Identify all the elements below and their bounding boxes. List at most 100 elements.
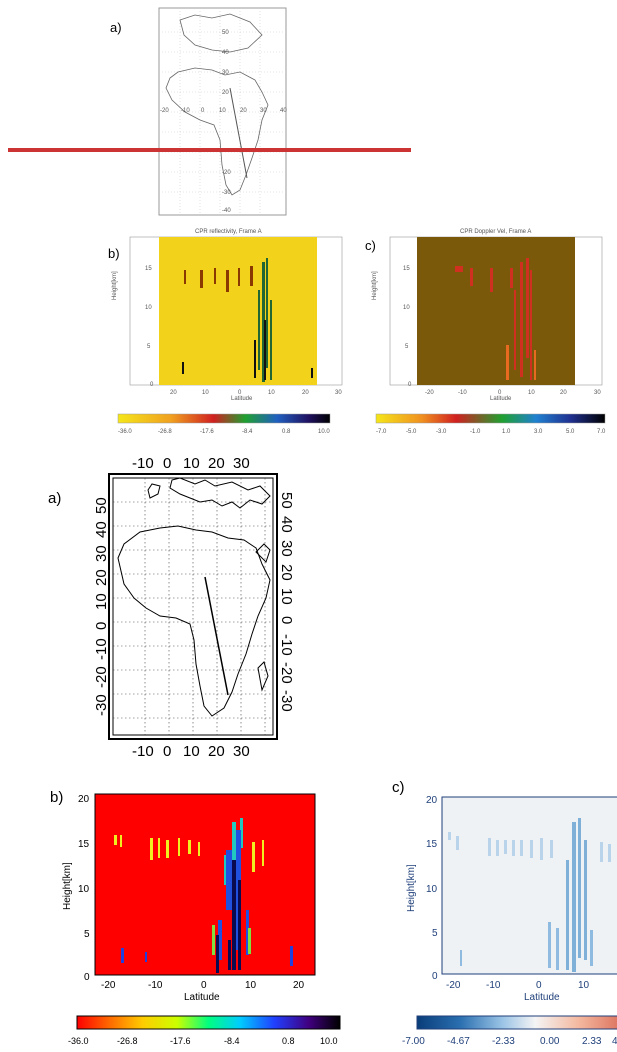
new-b-xtick: 20: [293, 980, 305, 991]
new-cb-b-tick: 10.0: [320, 1036, 338, 1046]
old-cb-c-tick: -5.0: [406, 429, 417, 435]
new-c-xtick: 0: [536, 980, 542, 991]
old-figure: a) -20 -10 0 10 20 30 40 50: [0, 0, 617, 440]
old-b-xtick: 10: [268, 390, 275, 396]
old-cb-b-tick: -26.8: [158, 429, 172, 435]
new-map-bottom-tick: -10: [132, 743, 154, 760]
old-map: -20 -10 0 10 20 30 40 50 40 30 20 -20 -3…: [158, 7, 287, 216]
old-b-ytick: 15: [145, 266, 152, 272]
old-b-xtick: 30: [335, 390, 342, 396]
old-c-xtick: 30: [594, 390, 601, 396]
old-cb-c-tick: -7.0: [376, 429, 387, 435]
new-coast-madagascar: [257, 661, 269, 692]
new-map-left-tick: 10: [93, 593, 110, 610]
new-map-bottom-tick: 10: [183, 743, 200, 760]
new-coast-europe: [169, 477, 271, 509]
new-cb-c-tick: -4.67: [447, 1036, 470, 1047]
old-lat-tick: -30: [222, 190, 231, 196]
old-cb-b-tick: -8.4: [242, 429, 253, 435]
old-lat-tick: 20: [222, 90, 229, 96]
new-map-right-ticks: 50 40 30 20 10 0 -10 -20 -30: [278, 492, 295, 712]
new-map-top-tick: 10: [183, 455, 200, 472]
old-lon-tick: -20: [160, 108, 169, 114]
old-c-field: [417, 237, 575, 385]
old-b-ytick: 10: [145, 305, 152, 311]
old-cb-c-tick: -3.0: [436, 429, 447, 435]
new-b-ytick: 20: [78, 794, 90, 805]
new-plot-c-figure: c) 0 5 10 15 20 Height[km]: [360, 760, 617, 1052]
new-c-xlabel: Latitude: [524, 992, 560, 1003]
new-cb-b-tick: -8.4: [224, 1036, 240, 1046]
old-lat-tick: -20: [222, 170, 231, 176]
new-cb-b-tick: -36.0: [68, 1036, 89, 1046]
old-lon-tick: 30: [260, 108, 267, 114]
new-plot-b-svg: b): [50, 789, 341, 1046]
new-coast-arabia: [255, 543, 271, 563]
new-map-grid: [113, 478, 273, 735]
new-c-xtick: 10: [578, 980, 590, 991]
new-c-ytick: 20: [426, 795, 438, 806]
new-c-xtick: -10: [486, 980, 501, 991]
old-c-xtick: 20: [560, 390, 567, 396]
old-c-ytick: 10: [403, 305, 410, 311]
new-cb-c-tick: 0.00: [540, 1036, 560, 1047]
new-map-right-tick: 50: [278, 492, 295, 509]
new-b-ylabel: Height[km]: [62, 862, 73, 910]
old-cb-b-tick: -17.6: [200, 429, 214, 435]
new-map-left-ticks: 50 40 30 20 10 0 -10 -20 -30: [93, 497, 110, 716]
old-plot-b: Height[km] Latitude 20 10 0 10 20 30 0 5…: [112, 236, 342, 402]
old-b-field: [159, 237, 317, 385]
new-c-ytick: 5: [432, 928, 438, 939]
new-b-xlabel: Latitude: [184, 992, 220, 1003]
old-c-xtick: -10: [458, 390, 467, 396]
new-label-c: c): [392, 779, 405, 796]
new-map-bottom-tick: 20: [208, 743, 225, 760]
new-map-left-tick: 50: [93, 497, 110, 514]
old-lat-tick: 50: [222, 30, 229, 36]
new-map-left-tick: -20: [93, 666, 110, 688]
old-africa-outline: [165, 67, 269, 196]
new-b-ytick: 10: [78, 884, 90, 895]
new-c-xtick: -20: [446, 980, 461, 991]
new-cb-b-tick: 0.8: [282, 1036, 295, 1046]
old-europe-outline: [179, 13, 263, 53]
new-b-ytick: 0: [84, 972, 90, 983]
old-cb-c-tick: 7.0: [597, 429, 606, 435]
new-c-ylabel: Height[km]: [406, 864, 417, 912]
old-colorbar-b: [117, 413, 331, 424]
old-b-xtick: 20: [170, 390, 177, 396]
old-lon-tick: -10: [181, 108, 190, 114]
new-cb-c-tick: 2.33: [582, 1036, 602, 1047]
old-label-b: b): [108, 246, 120, 261]
old-cb-c-tick: 5.0: [566, 429, 575, 435]
new-map-left-tick: 0: [93, 622, 110, 630]
old-lon-tick: 10: [219, 108, 226, 114]
new-b-xtick: -10: [148, 980, 163, 991]
old-cb-c-tick: 3.0: [534, 429, 543, 435]
new-coast-uk: [147, 483, 161, 499]
new-plot-b-figure: b): [0, 760, 360, 1052]
new-map-top-tick: -10: [132, 455, 154, 472]
new-plot-c-svg: c) 0 5 10 15 20 Height[km]: [392, 779, 617, 1047]
new-coast-africa: [117, 525, 271, 717]
old-title-b: CPR reflectivity, Frame A: [195, 229, 262, 235]
old-c-xtick: 10: [528, 390, 535, 396]
new-c-field: [441, 796, 617, 975]
old-lon-tick: 0: [201, 108, 205, 114]
new-b-xtick: 10: [245, 980, 257, 991]
new-b-ytick: 15: [78, 839, 90, 850]
new-label-a: a): [48, 490, 61, 507]
new-map-bottom-tick: 30: [233, 743, 250, 760]
new-map-figure: a) -10 0 10 20 30 -10 0 10 20: [0, 440, 617, 760]
new-cb-c-tick: 4: [612, 1036, 617, 1047]
new-b-axes: [94, 793, 316, 976]
old-c-ytick: 5: [405, 344, 409, 350]
new-c-ytick: 0: [432, 971, 438, 982]
new-map-top-tick: 0: [163, 455, 171, 472]
new-cb-b-tick: -26.8: [117, 1036, 138, 1046]
old-track-line: [229, 87, 248, 179]
new-b-xtick: 0: [201, 980, 207, 991]
old-cb-b-tick: 10.0: [318, 429, 330, 435]
new-map-right-tick: 10: [278, 588, 295, 605]
old-plot-c: Height[km] Latitude -20 -10 0 10 20 30 0…: [372, 236, 603, 402]
